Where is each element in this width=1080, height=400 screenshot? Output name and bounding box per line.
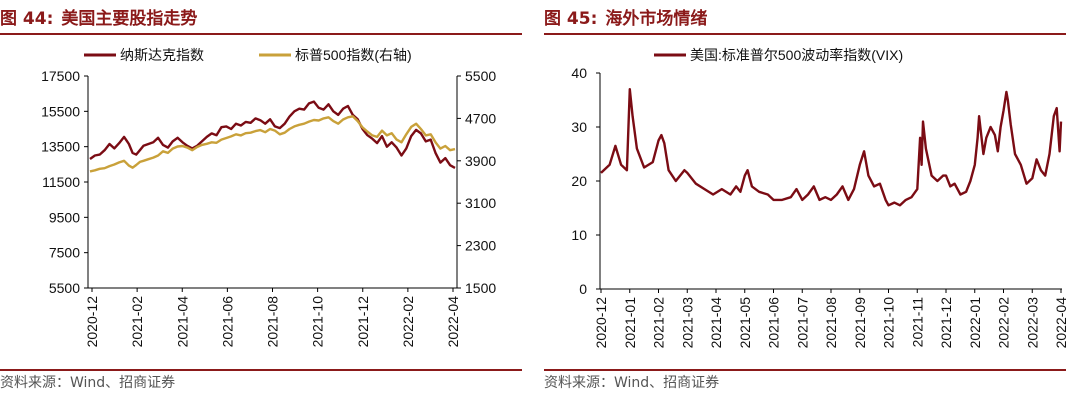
y-right-tick-label: 2300 <box>465 238 496 254</box>
y-left-tick-label: 5500 <box>49 280 80 296</box>
x-tick-label: 2021-10 <box>881 297 897 349</box>
figure-number: 图 44: <box>0 9 54 29</box>
x-tick-label: 2021-02 <box>129 296 145 348</box>
y-left-tick-label: 11500 <box>42 174 80 190</box>
legend-nasdaq-label: 纳斯达克指数 <box>120 47 204 63</box>
x-tick-label: 2021-03 <box>679 297 695 349</box>
figure-title: 图 45: 海外市场情绪 <box>544 4 707 29</box>
x-tick-label: 2022-01 <box>967 297 983 349</box>
x-tick-label: 2021-12 <box>938 297 954 349</box>
figure-title: 图 44: 美国主要股指走势 <box>0 4 197 29</box>
x-tick-label: 2021-09 <box>852 297 868 349</box>
y-right-tick-label: 3100 <box>465 195 496 211</box>
source-rule <box>0 369 522 371</box>
y-tick-label: 20 <box>571 173 587 189</box>
y-left-tick-label: 15500 <box>41 103 80 119</box>
x-tick-label: 2021-05 <box>737 297 753 349</box>
y-left-tick-label: 13500 <box>41 139 80 155</box>
x-tick-label: 2021-01 <box>622 297 638 349</box>
title-rule <box>544 33 1066 35</box>
legend-vix-label: 美国:标准普尔500波动率指数(VIX) <box>690 47 903 63</box>
y-tick-label: 30 <box>571 119 587 135</box>
chart-panel-right: 图 45: 海外市场情绪 40 30 20 10 0 2020-12 2021-01 2021-… <box>544 0 1080 400</box>
source-note: 资料来源：Wind、招商证券 <box>0 375 176 391</box>
x-tick-label: 2021-02 <box>651 297 667 349</box>
x-tick-label: 2021-08 <box>265 296 281 348</box>
x-tick-label: 2021-06 <box>219 296 235 348</box>
vix-line <box>600 88 1063 207</box>
y-right-tick-label: 5500 <box>465 68 496 84</box>
legend-sp500-label: 标普500指数(右轴) <box>295 47 412 63</box>
figure-title-text: 美国主要股指走势 <box>61 9 198 29</box>
x-tick-label: 2022-03 <box>1024 297 1040 349</box>
y-tick-label: 0 <box>579 281 587 297</box>
y-right-tick-label: 4700 <box>465 110 496 126</box>
x-tick-label: 2021-10 <box>310 296 326 348</box>
x-tick-label: 2020-12 <box>593 297 609 349</box>
x-tick-label: 2022-02 <box>996 297 1012 349</box>
chart-panel-left: 图 44: 美国主要股指走势 17500 15500 13500 11500 9500 75… <box>0 0 536 400</box>
x-tick-label: 2021-11 <box>909 297 925 348</box>
x-tick-label: 2021-12 <box>355 296 371 348</box>
x-tick-label: 2020-12 <box>84 296 100 348</box>
title-rule <box>0 33 522 35</box>
x-tick-label: 2021-08 <box>823 297 839 349</box>
x-tick-label: 2021-04 <box>708 297 724 349</box>
x-tick-label: 2021-06 <box>766 297 782 349</box>
y-left-tick-label: 9500 <box>49 209 80 225</box>
x-tick-label: 2022-04 <box>1053 297 1069 349</box>
y-left-tick-label: 7500 <box>49 245 80 261</box>
stock-index-chart: 17500 15500 13500 11500 9500 7500 5500 5500 4700… <box>41 47 496 348</box>
x-tick-label: 2022-04 <box>445 296 461 348</box>
figure-title-text: 海外市场情绪 <box>605 9 708 29</box>
x-tick-label: 2021-04 <box>174 296 190 348</box>
y-right-tick-label: 3900 <box>465 153 496 169</box>
y-left-tick-label: 17500 <box>41 68 80 84</box>
source-note: 资料来源：Wind、招商证券 <box>544 375 720 391</box>
x-tick-label: 2021-07 <box>794 297 810 349</box>
source-rule <box>544 369 1066 371</box>
sp500-line <box>89 115 456 173</box>
nasdaq-line <box>89 100 456 169</box>
figure-number: 图 45: <box>544 9 598 29</box>
y-tick-label: 10 <box>571 227 587 243</box>
y-right-tick-label: 1500 <box>465 280 496 296</box>
vix-chart: 40 30 20 10 0 2020-12 2021-01 2021-02 2021-03 202… <box>571 47 1069 349</box>
x-tick-label: 2022-02 <box>400 296 416 348</box>
y-tick-label: 40 <box>571 65 587 81</box>
